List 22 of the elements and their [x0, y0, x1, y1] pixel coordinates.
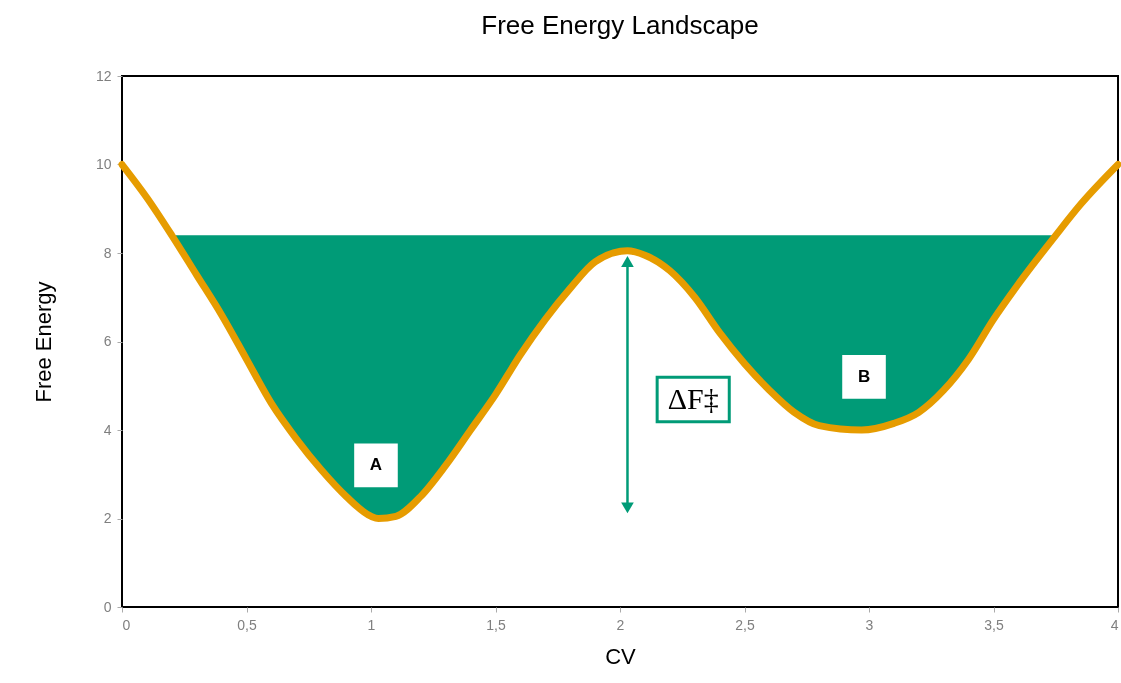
y-tick-label: 6 [103, 333, 112, 349]
annotation: ΔF‡ [667, 381, 719, 415]
x-tick-label: 2,5 [735, 616, 755, 633]
chart-title: Free Energy Landscape [481, 10, 759, 40]
x-tick-label: 3,5 [984, 616, 1004, 633]
y-axis-title: Free Energy [30, 281, 56, 403]
x-tick-label: 0 [122, 616, 131, 633]
x-axis-title: CV [605, 643, 637, 669]
y-tick-label: 2 [103, 510, 112, 526]
x-tick-label: 1 [367, 616, 376, 633]
y-tick-label: 0 [103, 598, 112, 615]
x-tick-label: 1,5 [486, 616, 506, 633]
x-tick-label: 2 [616, 616, 625, 633]
annotation: A [369, 455, 383, 475]
x-tick-label: 3 [865, 616, 874, 633]
y-tick-label: 10 [95, 156, 112, 172]
x-tick-label: 4 [1110, 616, 1119, 633]
y-tick-label: 12 [95, 67, 112, 84]
y-tick-label: 8 [103, 244, 112, 261]
annotation: B [857, 366, 871, 386]
x-tick-label: 0,5 [237, 616, 257, 633]
y-tick-label: 4 [103, 421, 112, 438]
